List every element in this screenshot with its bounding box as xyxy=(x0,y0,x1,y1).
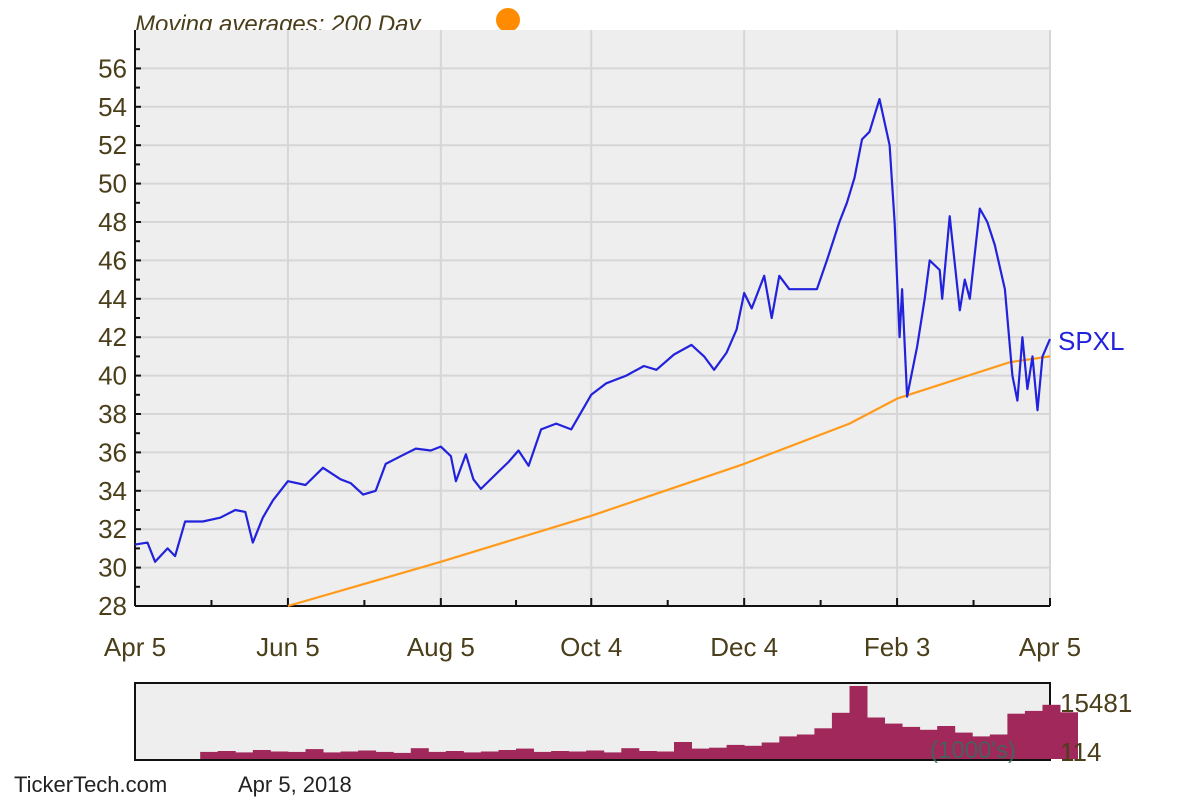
volume-bar xyxy=(498,750,517,759)
series-line-spxl xyxy=(134,97,1052,563)
volume-bar xyxy=(358,750,377,759)
plot-area xyxy=(135,30,1050,606)
y-tick-label: 34 xyxy=(98,476,127,506)
y-tick-label: 46 xyxy=(98,245,127,275)
footer-source: TickerTech.com xyxy=(14,772,167,797)
volume-bar xyxy=(252,750,271,759)
volume-bar xyxy=(270,751,289,759)
volume-bar xyxy=(621,748,640,759)
volume-bar xyxy=(533,751,552,759)
x-tick-label: Jun 5 xyxy=(256,632,320,662)
y-tick-label: 54 xyxy=(98,92,127,122)
volume-bar xyxy=(305,749,324,759)
volume-bar xyxy=(235,752,254,759)
volume-bar xyxy=(568,751,587,759)
y-tick-label: 52 xyxy=(98,130,127,160)
volume-min-label: 114 xyxy=(1060,737,1101,767)
volume-bar xyxy=(463,752,482,759)
volume-bar xyxy=(902,726,921,759)
volume-bar xyxy=(831,712,850,759)
volume-bar xyxy=(638,751,657,759)
volume-max-label: 15481 xyxy=(1060,688,1132,718)
volume-bar xyxy=(340,751,359,759)
x-tick-label: Oct 4 xyxy=(560,632,622,662)
volume-bar xyxy=(410,748,429,759)
x-tick-label: Apr 5 xyxy=(104,632,166,662)
y-tick-label: 36 xyxy=(98,437,127,467)
volume-bar xyxy=(375,751,394,759)
volume-bar xyxy=(445,751,464,759)
volume-bar xyxy=(1060,712,1078,759)
y-tick-label: 48 xyxy=(98,207,127,237)
x-axis: Apr 5 Jun 5 Aug 5 Oct 4 Dec 4 Feb 3 Apr 5 xyxy=(104,598,1081,662)
volume-bars xyxy=(200,686,1078,759)
volume-bar xyxy=(761,742,780,759)
volume-bar xyxy=(779,736,798,759)
volume-bar xyxy=(954,732,973,759)
volume-bar xyxy=(217,751,236,759)
volume-bar xyxy=(989,734,1008,759)
volume-bar xyxy=(586,750,605,759)
volume-bar xyxy=(428,751,447,759)
y-tick-label: 32 xyxy=(98,514,127,544)
volume-bar xyxy=(393,752,412,759)
volume-bar xyxy=(480,751,499,759)
series-line-200-day xyxy=(287,355,1051,608)
volume-unit-label: (1000's) xyxy=(930,737,1016,764)
y-tick-label: 42 xyxy=(98,322,127,352)
volume-bar xyxy=(1007,713,1026,759)
volume-bar xyxy=(603,752,622,759)
grid xyxy=(135,30,1051,607)
volume-bar xyxy=(1024,710,1043,759)
y-tick-label: 56 xyxy=(98,53,127,83)
volume-bar xyxy=(656,751,675,759)
volume-bar xyxy=(849,686,868,759)
series-label-spxl: SPXL xyxy=(1058,326,1125,356)
volume-bar xyxy=(709,747,728,759)
series-lines xyxy=(134,97,1052,608)
volume-bar xyxy=(814,728,833,759)
volume-bar xyxy=(323,752,341,759)
y-tick-label: 38 xyxy=(98,399,127,429)
footer-date: Apr 5, 2018 xyxy=(238,772,352,797)
volume-bar xyxy=(919,729,938,759)
volume-bar xyxy=(287,751,306,759)
x-tick-label: Aug 5 xyxy=(407,632,475,662)
volume-bar xyxy=(1042,704,1061,759)
volume-bar xyxy=(867,717,885,759)
volume-bar xyxy=(726,744,745,759)
y-tick-label: 50 xyxy=(98,169,127,199)
volume-bar xyxy=(516,748,534,759)
volume-bar xyxy=(200,751,219,759)
volume-bar xyxy=(884,723,903,759)
x-tick-label: Dec 4 xyxy=(710,632,778,662)
x-tick-label: Apr 5 xyxy=(1019,632,1081,662)
y-tick-label: 28 xyxy=(98,591,127,621)
volume-bar xyxy=(937,726,956,759)
y-tick-label: 44 xyxy=(98,284,127,314)
y-axis: 28 30 32 34 36 38 40 42 44 46 48 50 52 54 56 xyxy=(98,30,141,621)
legend-marker-200-day xyxy=(496,8,520,32)
y-tick-label: 30 xyxy=(98,553,127,583)
volume-bar xyxy=(744,745,763,759)
y-tick-label: 40 xyxy=(98,361,127,391)
volume-bar xyxy=(972,736,991,759)
volume-bar xyxy=(551,751,570,759)
volume-bar xyxy=(796,734,815,759)
volume-bar xyxy=(691,748,710,759)
volume-bar xyxy=(674,742,692,759)
x-tick-label: Feb 3 xyxy=(864,632,931,662)
